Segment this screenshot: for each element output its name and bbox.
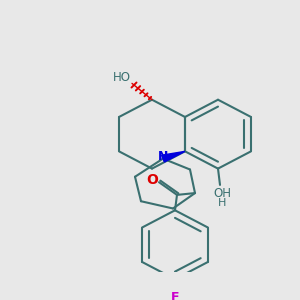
Text: HO: HO	[113, 71, 131, 85]
Text: OH: OH	[213, 188, 231, 200]
Text: N: N	[158, 150, 168, 163]
Text: O: O	[146, 173, 158, 188]
Text: H: H	[218, 198, 226, 208]
Polygon shape	[162, 152, 185, 162]
Text: F: F	[171, 291, 179, 300]
